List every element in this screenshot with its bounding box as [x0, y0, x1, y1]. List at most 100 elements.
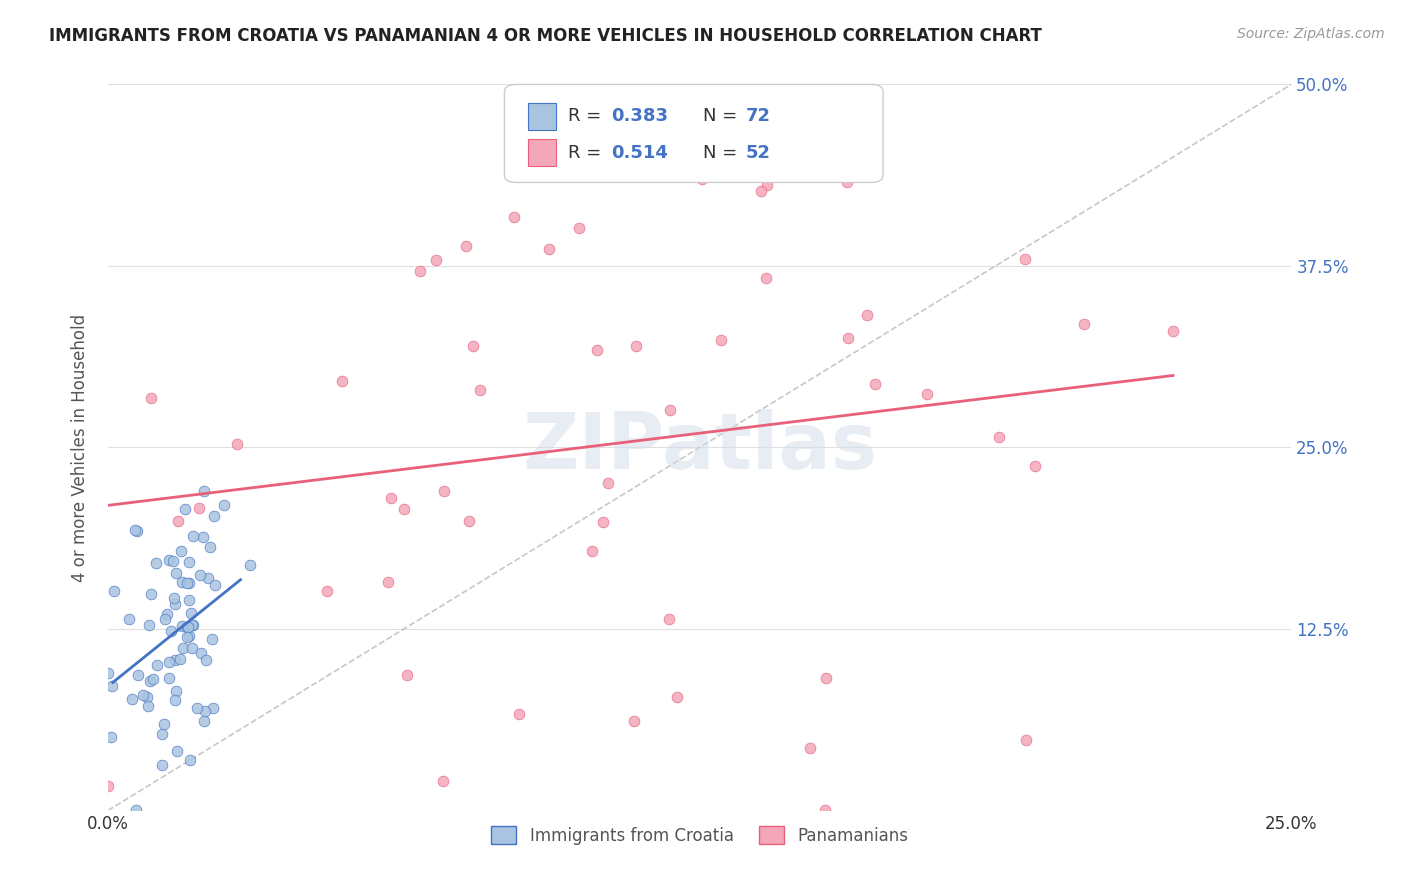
Point	[194, 704, 217, 718]
Point	[581, 544, 603, 558]
Point	[177, 619, 200, 633]
Text: R =: R =	[568, 144, 607, 161]
Point	[180, 640, 202, 655]
Point	[180, 618, 202, 632]
Text: Source: ZipAtlas.com: Source: ZipAtlas.com	[1237, 27, 1385, 41]
Point	[799, 741, 821, 756]
Text: ZIPatlas: ZIPatlas	[522, 409, 877, 485]
Point	[191, 530, 214, 544]
Point	[197, 571, 219, 585]
Point	[159, 671, 181, 685]
Point	[409, 264, 432, 278]
Text: 0.514: 0.514	[612, 144, 668, 161]
Point	[508, 706, 530, 721]
Point	[835, 175, 858, 189]
Point	[146, 658, 169, 673]
Point	[592, 515, 614, 529]
Point	[177, 575, 200, 590]
Point	[127, 668, 149, 682]
Point	[100, 730, 122, 744]
Point	[837, 331, 859, 345]
Point	[915, 386, 938, 401]
Point	[165, 597, 187, 611]
Point	[666, 690, 689, 705]
Point	[163, 693, 186, 707]
Point	[1161, 325, 1184, 339]
Point	[172, 641, 194, 656]
Point	[145, 556, 167, 570]
Point	[468, 383, 491, 397]
FancyBboxPatch shape	[505, 85, 883, 183]
Point	[458, 514, 481, 528]
Point	[139, 673, 162, 688]
Point	[425, 253, 447, 268]
Point	[177, 630, 200, 644]
Y-axis label: 4 or more Vehicles in Household: 4 or more Vehicles in Household	[72, 313, 89, 582]
Point	[814, 671, 837, 685]
Point	[586, 343, 609, 357]
Point	[190, 646, 212, 660]
Text: N =: N =	[703, 107, 744, 126]
Point	[165, 653, 187, 667]
Point	[598, 475, 620, 490]
Point	[1015, 732, 1038, 747]
Point	[214, 498, 236, 512]
Point	[201, 701, 224, 715]
Point	[755, 178, 778, 193]
Point	[179, 753, 201, 767]
Point	[139, 392, 162, 406]
Point	[141, 587, 163, 601]
Point	[160, 624, 183, 639]
Point	[659, 403, 682, 417]
Point	[124, 523, 146, 537]
Point	[226, 437, 249, 451]
Point	[180, 606, 202, 620]
Point	[568, 220, 591, 235]
Point	[97, 779, 120, 793]
Point	[749, 184, 772, 198]
Point	[174, 502, 197, 516]
Point	[165, 566, 187, 581]
Point	[315, 583, 337, 598]
Point	[131, 688, 153, 702]
Point	[187, 500, 209, 515]
Point	[396, 668, 419, 682]
Point	[710, 333, 733, 347]
Point	[97, 665, 120, 680]
Point	[181, 529, 204, 543]
Point	[502, 210, 524, 224]
Point	[176, 620, 198, 634]
Point	[1024, 459, 1046, 474]
Point	[156, 607, 179, 621]
Point	[157, 656, 180, 670]
FancyBboxPatch shape	[529, 103, 557, 130]
Point	[1014, 252, 1036, 267]
Point	[167, 514, 190, 528]
Point	[176, 630, 198, 644]
Point	[856, 309, 879, 323]
Point	[153, 717, 176, 731]
Text: N =: N =	[703, 144, 744, 161]
Point	[392, 501, 415, 516]
Point	[198, 540, 221, 554]
Point	[332, 374, 354, 388]
Text: IMMIGRANTS FROM CROATIA VS PANAMANIAN 4 OR MORE VEHICLES IN HOUSEHOLD CORRELATIO: IMMIGRANTS FROM CROATIA VS PANAMANIAN 4 …	[49, 27, 1042, 45]
Legend: Immigrants from Croatia, Panamanians: Immigrants from Croatia, Panamanians	[484, 818, 917, 853]
Point	[1073, 318, 1095, 332]
Point	[127, 524, 149, 538]
Point	[138, 698, 160, 713]
Point	[117, 612, 139, 626]
Point	[170, 619, 193, 633]
Point	[755, 271, 778, 285]
Point	[623, 714, 645, 728]
Point	[239, 558, 262, 572]
Point	[204, 577, 226, 591]
Point	[690, 172, 713, 186]
Point	[658, 612, 681, 626]
Point	[169, 651, 191, 665]
Point	[193, 483, 215, 498]
Point	[153, 612, 176, 626]
Point	[201, 632, 224, 646]
Text: 52: 52	[745, 144, 770, 161]
Point	[150, 727, 173, 741]
